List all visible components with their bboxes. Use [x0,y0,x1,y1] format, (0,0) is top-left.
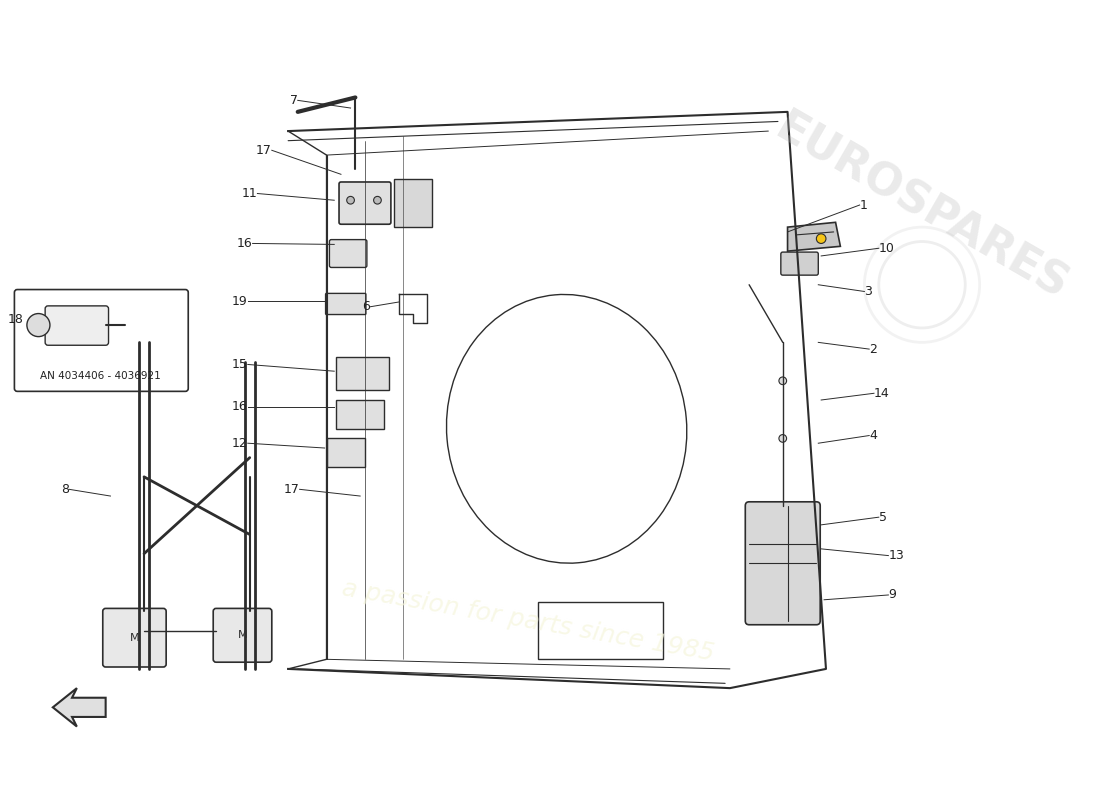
Text: 11: 11 [242,187,257,200]
Text: 7: 7 [289,94,298,107]
Bar [337,400,384,429]
Bar [538,602,662,659]
FancyBboxPatch shape [746,502,821,625]
Circle shape [374,196,382,204]
Text: 5: 5 [879,510,887,524]
Text: 13: 13 [889,549,904,562]
Polygon shape [788,222,840,251]
Text: 14: 14 [874,386,890,400]
Text: 10: 10 [879,242,894,254]
Circle shape [779,434,786,442]
Text: 17: 17 [256,144,272,157]
Text: a passion for parts since 1985: a passion for parts since 1985 [340,576,716,666]
Text: 19: 19 [232,294,248,307]
Text: 1: 1 [859,198,868,211]
Circle shape [816,234,826,243]
Circle shape [26,314,50,337]
Text: 17: 17 [284,483,299,496]
Text: 18: 18 [8,313,24,326]
Text: 16: 16 [232,400,248,414]
Bar [394,179,432,227]
Text: 4: 4 [869,429,877,442]
FancyBboxPatch shape [339,182,390,224]
FancyBboxPatch shape [329,240,367,267]
Text: M: M [239,630,248,640]
Polygon shape [53,688,106,726]
Text: 6: 6 [362,300,370,314]
Bar [337,357,389,390]
Text: M: M [130,633,140,643]
Text: 15: 15 [232,358,248,371]
Circle shape [779,377,786,385]
Text: 2: 2 [869,342,877,355]
Bar [327,438,365,467]
Text: 12: 12 [232,437,248,450]
Circle shape [346,196,354,204]
FancyBboxPatch shape [45,306,109,346]
Text: 9: 9 [889,589,896,602]
FancyBboxPatch shape [781,252,818,275]
Text: 3: 3 [865,285,872,298]
FancyBboxPatch shape [326,294,366,314]
FancyBboxPatch shape [213,609,272,662]
Text: AN 4034406 - 4036921: AN 4034406 - 4036921 [41,371,162,381]
FancyBboxPatch shape [102,609,166,667]
Text: EUROSPARES: EUROSPARES [768,106,1076,310]
Text: 8: 8 [62,483,69,496]
Text: 16: 16 [236,237,253,250]
